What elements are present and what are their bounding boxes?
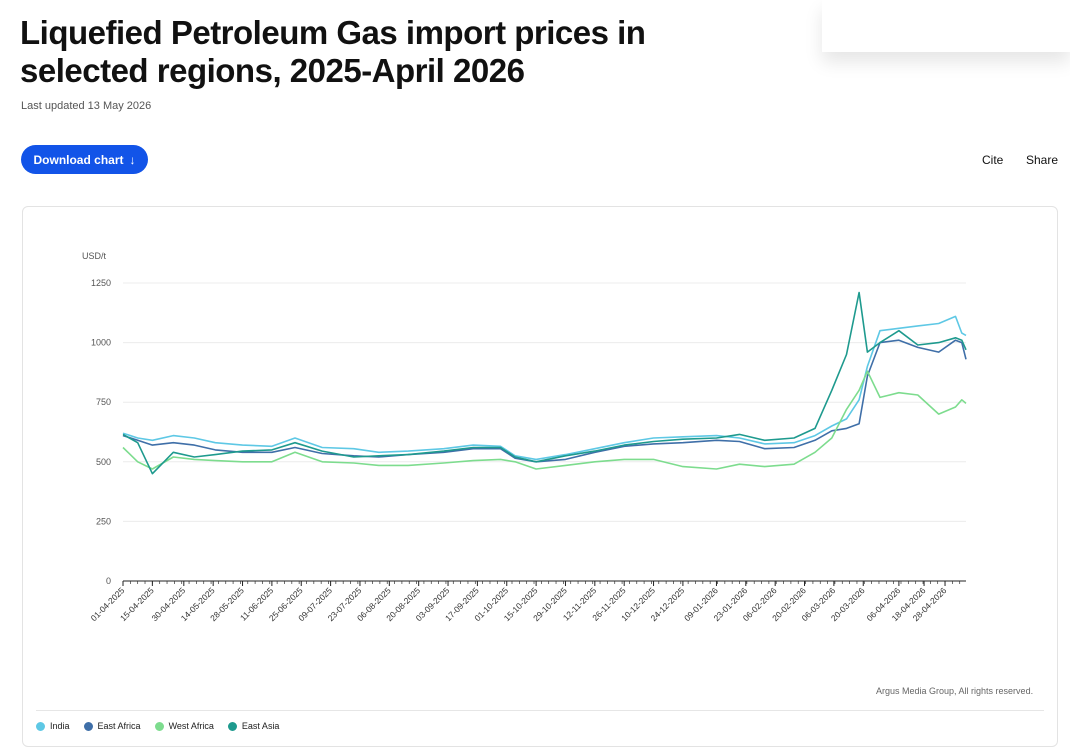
legend-item-east-asia[interactable]: East Asia <box>227 721 280 731</box>
top-right-panel <box>822 0 1070 52</box>
source-note: Argus Media Group, All rights reserved. <box>876 686 1034 696</box>
series-line-west-africa <box>122 370 967 470</box>
legend-label: East Asia <box>241 721 280 731</box>
legend-swatch <box>154 721 164 731</box>
legend-label: East Africa <box>97 721 141 731</box>
legend-divider <box>36 710 1044 711</box>
y-tick-label: 0 <box>106 576 111 586</box>
share-link[interactable]: Share <box>1026 153 1059 167</box>
last-updated-text: Last updated 13 May 2026 <box>21 100 152 112</box>
chart-card <box>22 206 1058 747</box>
y-axis-unit: USD/t <box>82 251 107 261</box>
download-chart-button[interactable]: Download chart ↓ <box>21 145 148 174</box>
legend-item-india[interactable]: India <box>36 721 70 731</box>
series-line-india <box>122 315 967 461</box>
y-tick-label: 500 <box>96 457 111 467</box>
series-line-east-asia <box>122 291 967 475</box>
legend-swatch <box>83 721 93 731</box>
legend-label: West Africa <box>168 721 214 731</box>
series-line-east-africa <box>122 339 967 463</box>
legend-item-east-africa[interactable]: East Africa <box>83 721 141 731</box>
y-tick-label: 1000 <box>91 338 111 348</box>
y-tick-label: 750 <box>96 397 111 407</box>
y-tick-label: 1250 <box>91 278 111 288</box>
y-tick-label: 250 <box>96 516 111 526</box>
chart-legend: India East Africa West Africa East Asia <box>36 721 279 731</box>
cite-link[interactable]: Cite <box>982 153 1004 167</box>
legend-item-west-africa[interactable]: West Africa <box>154 721 214 731</box>
legend-swatch <box>36 721 45 731</box>
arrow-down-icon: ↓ <box>129 152 136 167</box>
page-title: Liquefied Petroleum Gas import prices in… <box>20 14 646 89</box>
legend-swatch <box>227 721 237 731</box>
legend-label: India <box>50 721 70 731</box>
download-chart-label: Download chart <box>33 152 124 167</box>
